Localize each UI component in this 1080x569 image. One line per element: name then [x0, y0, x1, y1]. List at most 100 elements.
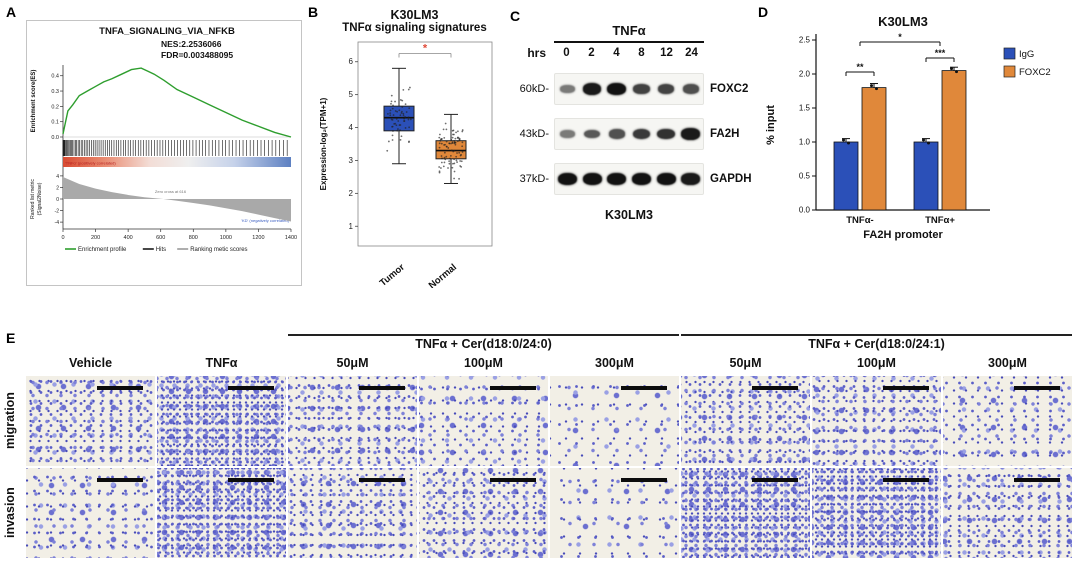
scale-bar: [490, 386, 536, 390]
svg-text:1200: 1200: [252, 235, 264, 241]
svg-text:Ranked list metric: Ranked list metric: [30, 179, 36, 219]
protein-band: [632, 84, 650, 94]
svg-text:Enrichment score(ES): Enrichment score(ES): [31, 70, 37, 133]
molecular-weight-label: 43kD-: [519, 128, 549, 140]
lane-label: 8: [638, 47, 645, 59]
cell-line-label: K30LM3: [605, 208, 653, 222]
blot-row: 37kD- GAPDH: [508, 163, 766, 195]
protein-band: [557, 173, 577, 185]
treatment-label: TNFα: [612, 23, 646, 38]
transwell-image: [157, 376, 286, 466]
gsea-plot-frame: TNFA_SIGNALING_VIA_NFKB NES:2.2536066 FDR=…: [26, 20, 302, 286]
scale-bar: [752, 478, 798, 482]
svg-text:TNFα-: TNFα-: [846, 215, 873, 226]
lane-label: 12: [660, 47, 673, 59]
transwell-image: [681, 468, 810, 558]
svg-text:0: 0: [56, 197, 59, 203]
protein-band: [632, 128, 650, 140]
svg-text:0.2: 0.2: [51, 104, 59, 110]
transwell-image: [812, 376, 941, 466]
transwell-image: [550, 468, 679, 558]
svg-text:2.5: 2.5: [799, 36, 811, 45]
transwell-image: [288, 376, 417, 466]
protein-band: [657, 84, 675, 94]
protein-band: [631, 173, 651, 185]
svg-text:Hits: Hits: [156, 247, 166, 253]
transwell-grid: TNFα + Cer(d18:0/24:0) TNFα + Cer(d18:0/2…: [0, 330, 1080, 569]
scale-bar: [228, 478, 274, 482]
boxplot-subtitle: TNFα signaling signatures: [342, 22, 487, 34]
panel-a-label: A: [6, 4, 17, 20]
protein-band: [582, 83, 602, 95]
svg-text:1.0: 1.0: [799, 138, 811, 147]
svg-text:Normal: Normal: [427, 262, 459, 288]
treatment-header: TNFα: [554, 22, 704, 43]
panel-c: C TNFα hrs 0 2 4 8 12 24 60kD- FOXC2 43kD- FA2H 37kD…: [508, 8, 766, 288]
svg-text:TNFα+: TNFα+: [925, 215, 955, 226]
protein-band: [607, 173, 627, 185]
svg-text:6: 6: [349, 57, 354, 66]
svg-text:Tumor: Tumor: [378, 262, 407, 288]
lane-label: 24: [685, 47, 698, 59]
svg-text:FOXC2: FOXC2: [1019, 67, 1051, 78]
protein-band: [607, 83, 627, 95]
blot-strip: [554, 163, 704, 195]
svg-text:600: 600: [156, 235, 165, 241]
protein-band: [560, 85, 575, 93]
treatment-group-header: TNFα + Cer(d18:0/24:0): [288, 334, 679, 351]
protein-band: [584, 129, 600, 139]
svg-text:FDR=0.003488095: FDR=0.003488095: [161, 50, 233, 60]
panel-b: B K30LM3 TNFα signaling signatures 1 2 3 4 5…: [306, 4, 504, 316]
svg-text:400: 400: [124, 235, 133, 241]
svg-text:(Signal2Noise): (Signal2Noise): [37, 182, 43, 215]
panel-c-label: C: [510, 8, 521, 24]
svg-text:Ranking metic scores: Ranking metic scores: [190, 247, 247, 253]
column-label: 50μM: [336, 356, 369, 370]
boxplot-title: K30LM3: [390, 8, 439, 22]
panel-a: A TNFA_SIGNALING_VIA_NFKB NES:2.2536066 FD…: [4, 4, 304, 296]
svg-text:0.3: 0.3: [51, 89, 59, 95]
column-label: 300μM: [595, 356, 634, 370]
svg-text:1.5: 1.5: [799, 104, 811, 113]
transwell-image: [26, 468, 155, 558]
protein-band: [657, 128, 675, 140]
panel-e-label: E: [6, 330, 16, 346]
protein-band: [608, 129, 625, 139]
svg-text:0: 0: [61, 235, 64, 241]
scale-bar: [490, 478, 536, 482]
svg-text:NES:2.2536066: NES:2.2536066: [161, 39, 222, 49]
panel-b-label: B: [308, 4, 319, 20]
gsea-enrichment-plot: TNFA_SIGNALING_VIA_NFKB NES:2.2536066FDR=…: [30, 26, 297, 253]
lane-label: 2: [588, 47, 595, 59]
svg-text:0.4: 0.4: [51, 74, 59, 80]
timepoint-row: hrs 0 2 4 8 12 24: [508, 46, 704, 60]
row-label: invasion: [3, 487, 17, 539]
panel-d-label: D: [758, 4, 769, 20]
protein-band: [560, 130, 575, 138]
molecular-weight-label: 60kD-: [519, 83, 549, 95]
column-label: TNFα: [205, 356, 238, 370]
column-label: 300μM: [988, 356, 1027, 370]
svg-text:FA2H promoter: FA2H promoter: [863, 229, 943, 241]
svg-text:1000: 1000: [220, 235, 232, 241]
lane-label: 4: [613, 47, 620, 59]
blot-strip: [554, 73, 704, 105]
scale-bar: [359, 478, 405, 482]
lane-label: 0: [563, 47, 570, 59]
svg-text:1400: 1400: [285, 235, 297, 241]
svg-text:4: 4: [349, 123, 354, 132]
svg-text:*: *: [423, 43, 428, 55]
svg-text:*: *: [898, 32, 902, 42]
blot-row: 43kD- FA2H: [508, 118, 766, 150]
scale-bar: [883, 478, 929, 482]
protein-band: [681, 173, 701, 185]
transwell-image: [943, 468, 1072, 558]
transwell-image: [157, 468, 286, 558]
scale-bar: [883, 386, 929, 390]
svg-text:2: 2: [56, 185, 59, 191]
blot-row: 60kD- FOXC2: [508, 73, 766, 105]
treatment-underline: [554, 41, 704, 43]
transwell-image: [288, 468, 417, 558]
svg-text:200: 200: [91, 235, 100, 241]
